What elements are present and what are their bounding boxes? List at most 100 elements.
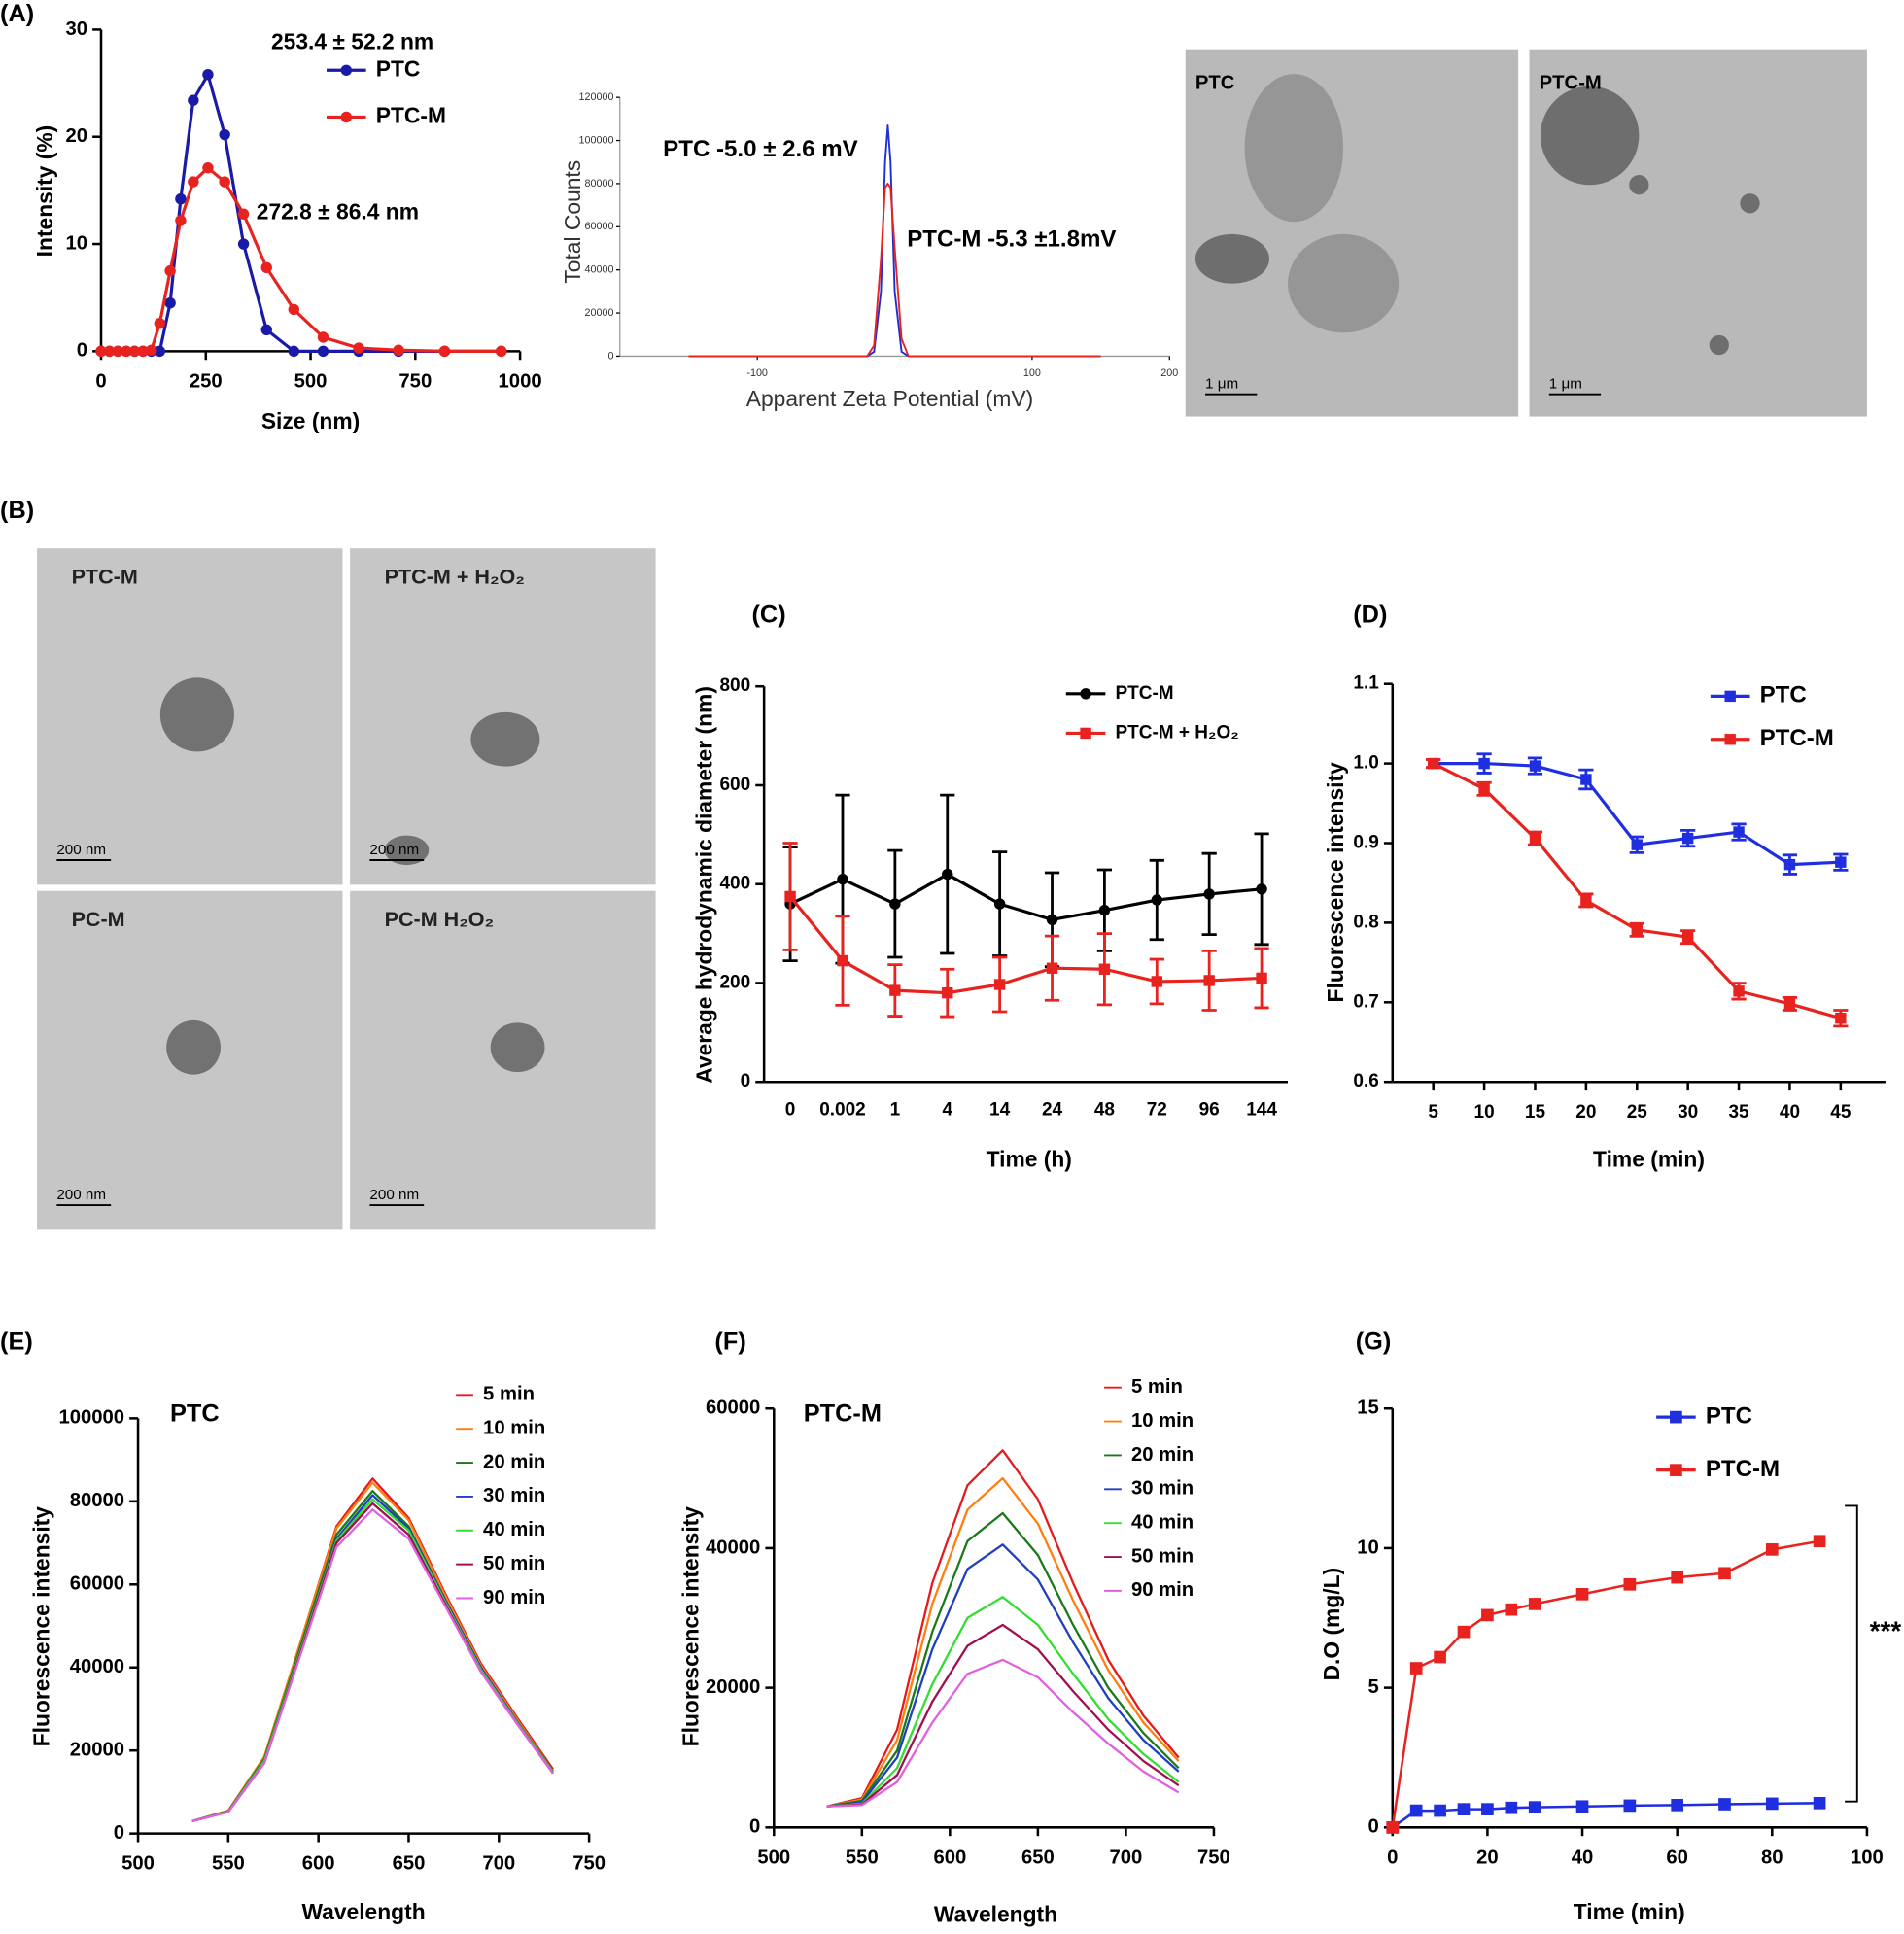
data-point (1529, 760, 1541, 772)
series-line (1432, 762, 1842, 1020)
x-axis-title: Size (nm) (261, 408, 360, 433)
data-point (1457, 1803, 1471, 1815)
y-tick-label: 400 (719, 874, 750, 894)
x-axis-title: Wavelength (934, 1902, 1057, 1927)
legend-label: 30 min (1131, 1478, 1194, 1500)
x-tick-label: 24 (1042, 1099, 1063, 1120)
data-point (202, 69, 214, 81)
data-point (1580, 774, 1592, 785)
particle (1540, 86, 1640, 186)
data-point (1151, 894, 1162, 906)
legend-marker (340, 111, 353, 123)
legend-label: 50 min (1131, 1545, 1194, 1567)
data-point (1478, 783, 1490, 795)
data-point (1580, 894, 1592, 907)
x-tick-label: 100 (1023, 367, 1041, 379)
image-label: PC-M H₂O₂ (385, 907, 495, 931)
panel-label: (E) (0, 1329, 33, 1356)
legend-label: 5 min (1131, 1376, 1183, 1398)
data-point (1835, 1013, 1847, 1024)
legend-label: 90 min (1131, 1579, 1194, 1601)
y-tick-label: 0.9 (1353, 833, 1378, 853)
y-tick-label: 0 (607, 350, 613, 362)
series-line (191, 1498, 554, 1822)
x-tick-label: 650 (1021, 1847, 1055, 1868)
data-point (1733, 826, 1745, 838)
data-point (175, 193, 187, 205)
data-point (112, 345, 123, 358)
x-tick-label: 250 (190, 370, 223, 392)
data-point (1765, 1543, 1779, 1556)
data-point (146, 344, 157, 356)
x-tick-label: 30 (1678, 1102, 1698, 1122)
x-tick-label: 15 (1525, 1102, 1546, 1122)
x-tick-label: 20 (1476, 1847, 1499, 1868)
annotation: 253.4 ± 52.2 nm (271, 28, 433, 53)
series-line (1392, 1802, 1820, 1829)
data-point (353, 342, 364, 354)
data-point (154, 345, 166, 358)
data-point (1783, 858, 1796, 871)
particle (490, 1022, 545, 1073)
data-point (1256, 883, 1267, 895)
data-point (393, 344, 404, 356)
data-point (1046, 962, 1058, 974)
y-axis-title: Total Counts (560, 160, 585, 284)
y-tick-label: 1.0 (1353, 753, 1378, 774)
x-tick-label: 20 (1575, 1102, 1596, 1122)
legend-label: 90 min (483, 1587, 545, 1608)
y-tick-label: 5 (1368, 1676, 1379, 1698)
significance-bracket (1845, 1504, 1858, 1803)
legend-label: 20 min (483, 1451, 545, 1472)
y-tick-label: 0 (1368, 1816, 1379, 1838)
particle (166, 1019, 221, 1075)
data-point (128, 345, 141, 358)
data-point (1528, 1801, 1541, 1813)
y-tick-label: 120000 (579, 91, 614, 103)
panel-label: (D) (1353, 602, 1387, 629)
x-tick-label: 0 (1387, 1847, 1398, 1868)
data-point (1427, 757, 1439, 770)
x-tick-label: 40 (1572, 1847, 1594, 1868)
legend-label: 10 min (1131, 1410, 1194, 1432)
y-axis-title: D.O (mg/L) (1319, 1568, 1344, 1681)
series-line (826, 1623, 1180, 1808)
data-point (837, 873, 848, 885)
y-tick-label: 600 (719, 775, 750, 795)
particle (1629, 175, 1649, 195)
y-tick-label: 0 (749, 1816, 760, 1838)
data-point (188, 94, 199, 106)
data-point (1681, 931, 1694, 943)
legend-marker (340, 64, 353, 76)
data-point (1575, 1588, 1589, 1601)
data-point (837, 954, 848, 967)
y-tick-label: 15 (1357, 1398, 1379, 1419)
data-point (1783, 998, 1796, 1010)
data-point (993, 979, 1006, 990)
data-point (1528, 1598, 1541, 1610)
y-tick-label: 20000 (585, 307, 614, 319)
series-line (826, 1476, 1180, 1808)
annotation: PTC (170, 1399, 220, 1427)
x-tick-label: 48 (1094, 1099, 1115, 1120)
x-tick-label: 550 (846, 1847, 879, 1868)
x-tick-label: 500 (121, 1853, 155, 1875)
x-axis-title: Apparent Zeta Potential (mV) (746, 386, 1033, 411)
image-label: PTC-M (1540, 73, 1602, 94)
data-point (202, 162, 214, 174)
panel-label: (A) (0, 0, 34, 27)
x-tick-label: 0.002 (819, 1099, 866, 1120)
y-tick-label: 0 (741, 1071, 751, 1091)
data-point (1386, 1820, 1400, 1834)
x-tick-label: 750 (1197, 1847, 1230, 1868)
data-point (1203, 975, 1215, 986)
x-tick-label: 96 (1199, 1099, 1220, 1120)
series-line (191, 1502, 554, 1822)
x-axis-title: Time (h) (987, 1146, 1072, 1171)
image-label: PTC-M (72, 564, 138, 588)
data-point (317, 331, 329, 343)
x-tick-label: 500 (757, 1847, 790, 1868)
y-tick-label: 60000 (585, 221, 614, 232)
series-line (788, 895, 1263, 995)
panel-label: (B) (0, 497, 34, 524)
